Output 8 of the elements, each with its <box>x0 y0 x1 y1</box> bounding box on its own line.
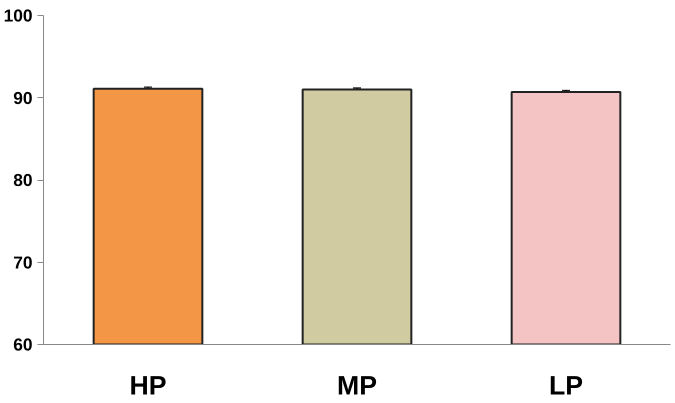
y-tick-label: 60 <box>13 334 33 354</box>
y-tick-label: 80 <box>13 170 33 190</box>
x-tick-label: MP <box>337 370 377 400</box>
y-tick-label: 90 <box>13 88 33 108</box>
y-tick-label: 70 <box>13 252 33 272</box>
x-tick-label: HP <box>129 370 167 400</box>
y-tick-label: 100 <box>4 6 33 26</box>
x-tick-label: LP <box>548 370 584 400</box>
